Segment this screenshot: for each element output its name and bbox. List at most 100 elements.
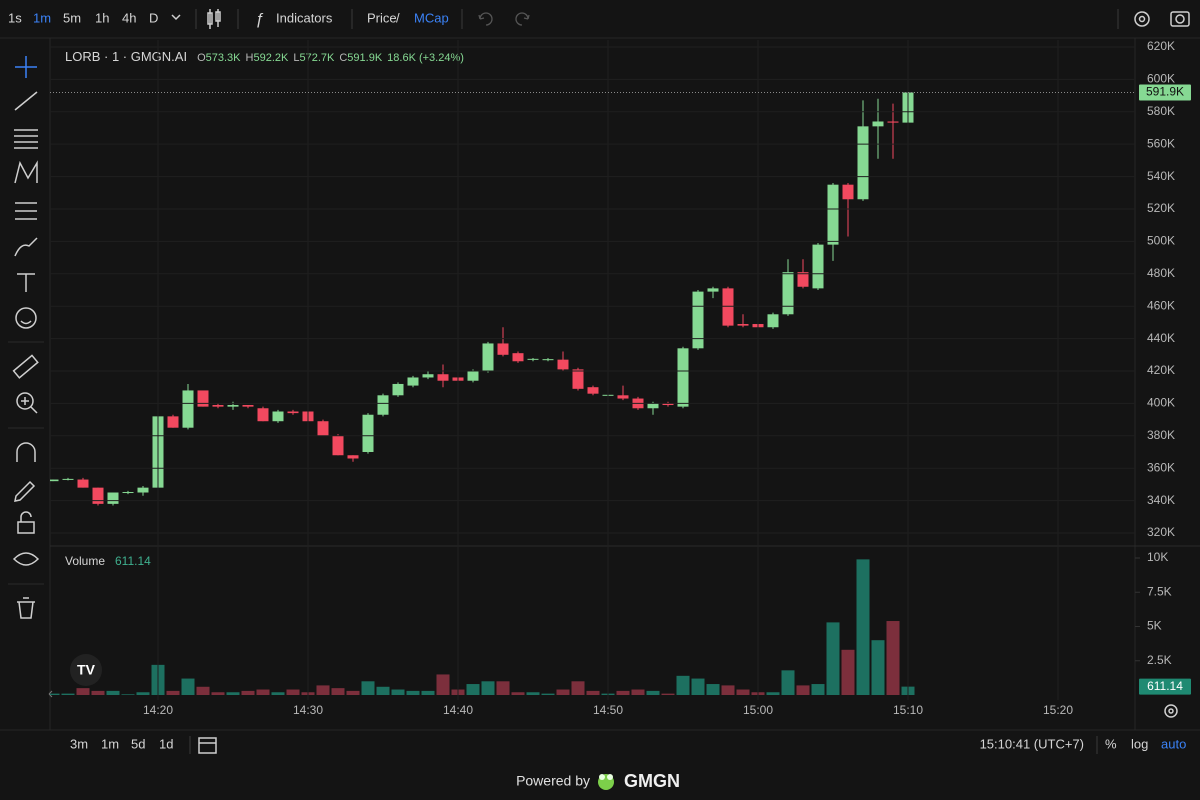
candle-body <box>392 383 404 396</box>
volume-bar <box>556 689 570 695</box>
ohlc-label: H <box>246 52 254 64</box>
y-tick-label: 460K <box>1147 298 1175 312</box>
range-button[interactable]: 1m <box>101 736 119 751</box>
volume-bar <box>841 649 855 695</box>
y-tick-label: 500K <box>1147 234 1175 248</box>
lock-tool[interactable] <box>17 511 35 534</box>
interval-menu[interactable] <box>171 14 181 21</box>
volume-bar <box>436 674 450 695</box>
candle-body <box>107 492 119 504</box>
ohlc-value: 591.9K <box>347 52 383 64</box>
gmgn-logo <box>598 774 614 790</box>
hide-tool[interactable] <box>12 552 40 566</box>
volume-bar <box>346 690 360 695</box>
scale-mode-button[interactable]: % <box>1105 736 1117 751</box>
candle-body <box>62 478 74 480</box>
time-axis-settings[interactable] <box>1164 704 1178 718</box>
volume-bar <box>796 685 810 695</box>
interval-button[interactable]: 1m <box>33 10 51 25</box>
ohlc-value: 592.2K <box>253 52 289 64</box>
candle-body <box>137 487 149 493</box>
candle-body <box>587 387 599 394</box>
change: 18.6K (+3.24%) <box>387 52 464 64</box>
volume-bar <box>766 692 780 695</box>
price-toggle[interactable]: Price <box>367 10 397 25</box>
range-button[interactable]: 5d <box>131 736 145 751</box>
candle-body <box>722 288 734 326</box>
volume-bar <box>496 681 510 695</box>
volume-bar <box>826 622 840 695</box>
ruler-tool[interactable] <box>12 354 39 379</box>
candle-body <box>812 244 824 289</box>
volume-bar <box>631 689 645 695</box>
candle-body <box>857 126 869 200</box>
brush-tool[interactable] <box>14 237 38 257</box>
x-tick-label: 14:50 <box>593 703 623 717</box>
pattern-tool[interactable] <box>14 160 38 184</box>
trendline-tool[interactable] <box>14 91 38 111</box>
interval-button[interactable]: 5m <box>63 10 81 25</box>
interval-button[interactable]: 4h <box>122 10 136 25</box>
volume-bar <box>616 690 630 695</box>
y-tick-label: 420K <box>1147 363 1175 377</box>
y-tick-label: 400K <box>1147 396 1175 410</box>
scale-mode-button[interactable]: auto <box>1161 736 1186 751</box>
volume-bar <box>541 693 555 695</box>
ohlc-label: O <box>197 52 206 64</box>
delete-tool[interactable] <box>17 597 35 619</box>
candle-body <box>467 370 479 381</box>
y-tick-label: 520K <box>1147 201 1175 215</box>
fib-tool[interactable] <box>14 129 38 149</box>
clock: 15:10:41 (UTC+7) <box>980 736 1084 751</box>
ohlc-value: 572.7K <box>299 52 335 64</box>
range-button[interactable]: 3m <box>70 736 88 751</box>
volume-bar <box>781 670 795 695</box>
y-tick-label: 540K <box>1147 169 1175 183</box>
mcap-toggle[interactable]: MCap <box>414 10 449 25</box>
icon-tool[interactable] <box>15 307 37 329</box>
y-tick-label: 580K <box>1147 104 1175 118</box>
candle-body <box>257 408 269 422</box>
lock-drawing-tool[interactable] <box>14 480 36 502</box>
magnet-tool[interactable] <box>16 442 36 462</box>
x-tick-label: 15:10 <box>893 703 923 717</box>
candle-body <box>782 272 794 315</box>
volume-title: Volume <box>65 554 105 568</box>
volume-bar <box>76 688 90 695</box>
candle-body <box>887 121 899 123</box>
volume-bar <box>361 681 375 695</box>
settings-button[interactable] <box>1134 11 1150 27</box>
zoom-tool[interactable] <box>16 392 38 414</box>
interval-button[interactable]: D <box>149 10 158 25</box>
volume-bar <box>571 681 585 695</box>
volume-tick-label: 10K <box>1147 550 1168 564</box>
candle-body <box>512 353 524 362</box>
x-tick-label: 14:30 <box>293 703 323 717</box>
volume-bar <box>286 689 300 695</box>
text-tool[interactable] <box>17 273 35 292</box>
undo[interactable] <box>478 12 493 26</box>
candle-body <box>377 395 389 415</box>
range-button[interactable]: 1d <box>159 736 173 751</box>
projection-tool[interactable] <box>15 202 37 220</box>
y-tick-label: 380K <box>1147 428 1175 442</box>
scroll-left[interactable] <box>48 690 53 698</box>
volume-tick-label: 5K <box>1147 619 1162 633</box>
interval-button[interactable]: 1s <box>8 10 22 25</box>
candle-type-button[interactable] <box>207 9 221 29</box>
tv-logo[interactable]: TV <box>70 654 102 686</box>
candle-body <box>287 411 299 414</box>
y-tick-label: 620K <box>1147 39 1175 53</box>
crosshair-tool[interactable] <box>15 56 37 78</box>
candle-body <box>572 369 584 389</box>
fx-icon[interactable]: ƒ <box>255 11 264 28</box>
scale-mode-button[interactable]: log <box>1131 736 1148 751</box>
date-range-button[interactable] <box>198 737 217 754</box>
indicators-button[interactable]: Indicators <box>276 10 333 25</box>
volume-tick-label: 7.5K <box>1147 584 1172 598</box>
redo[interactable] <box>515 12 530 26</box>
screenshot-button[interactable] <box>1170 11 1190 27</box>
interval-button[interactable]: 1h <box>95 10 109 25</box>
volume-bar <box>871 640 885 695</box>
